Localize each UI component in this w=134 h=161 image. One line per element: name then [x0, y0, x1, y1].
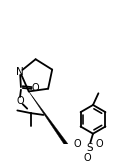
- Text: N: N: [16, 67, 24, 77]
- Text: S: S: [86, 143, 93, 153]
- Text: O: O: [74, 139, 82, 149]
- Text: O: O: [31, 83, 39, 93]
- Text: O: O: [16, 96, 24, 106]
- Polygon shape: [29, 91, 77, 158]
- Text: O: O: [96, 139, 103, 149]
- Text: O: O: [84, 153, 91, 161]
